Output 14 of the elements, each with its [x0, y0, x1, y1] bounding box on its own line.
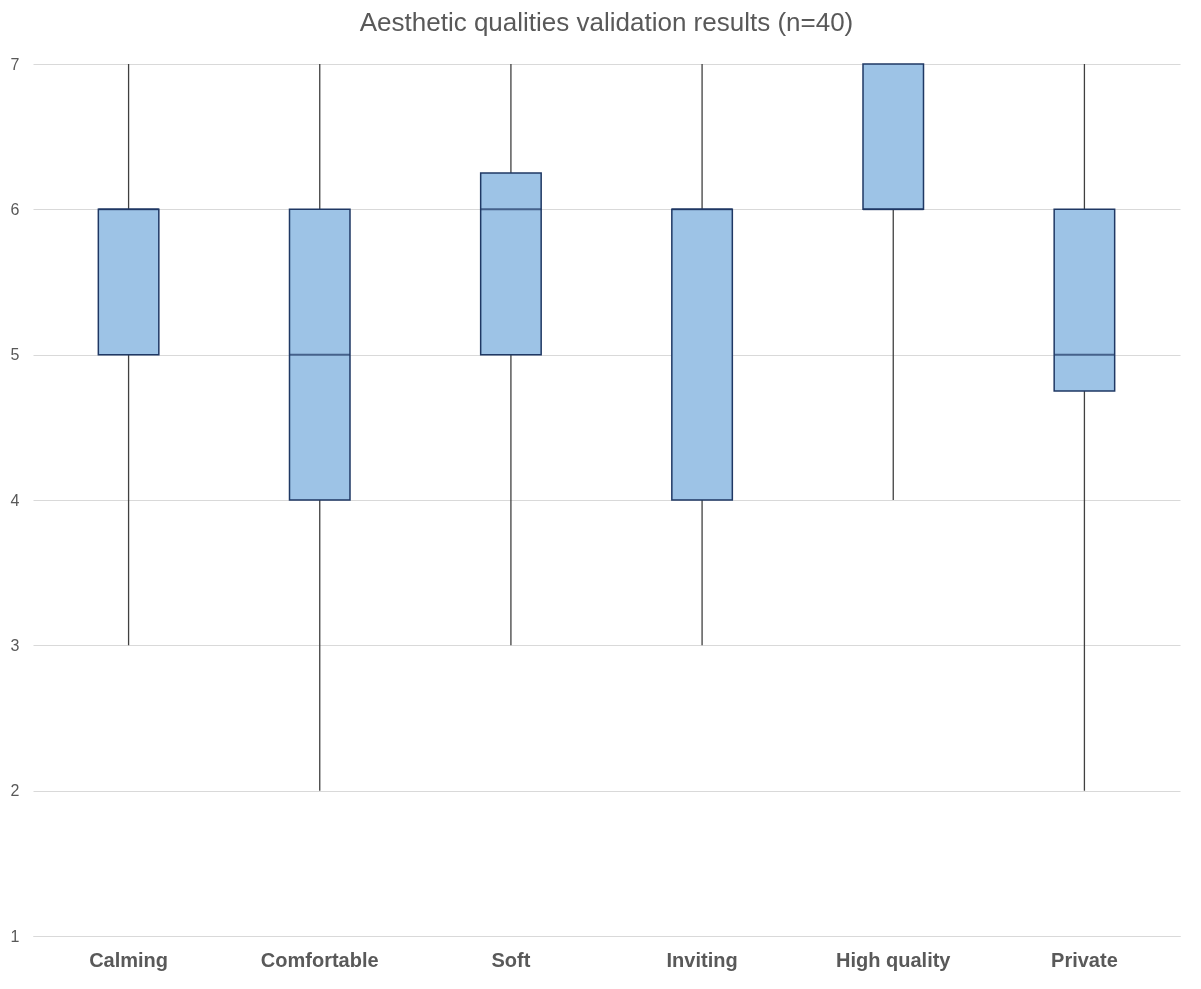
x-tick-label: Soft [491, 948, 531, 971]
x-tick-label: Calming [89, 948, 169, 971]
chart-title: Aesthetic qualities validation results (n=40) [359, 7, 854, 37]
y-tick-label: 2 [10, 782, 20, 800]
y-tick-label: 7 [10, 55, 20, 73]
x-tick-label: Inviting [666, 948, 738, 971]
x-tick-label: Comfortable [260, 948, 379, 971]
x-tick-label: High quality [836, 948, 952, 971]
x-tick-label: Private [1051, 948, 1118, 971]
y-tick-label: 3 [10, 636, 20, 654]
y-tick-label: 4 [10, 491, 20, 509]
y-tick-label: 6 [10, 200, 20, 218]
y-tick-label: 1 [10, 927, 20, 945]
y-tick-label: 5 [10, 346, 20, 364]
